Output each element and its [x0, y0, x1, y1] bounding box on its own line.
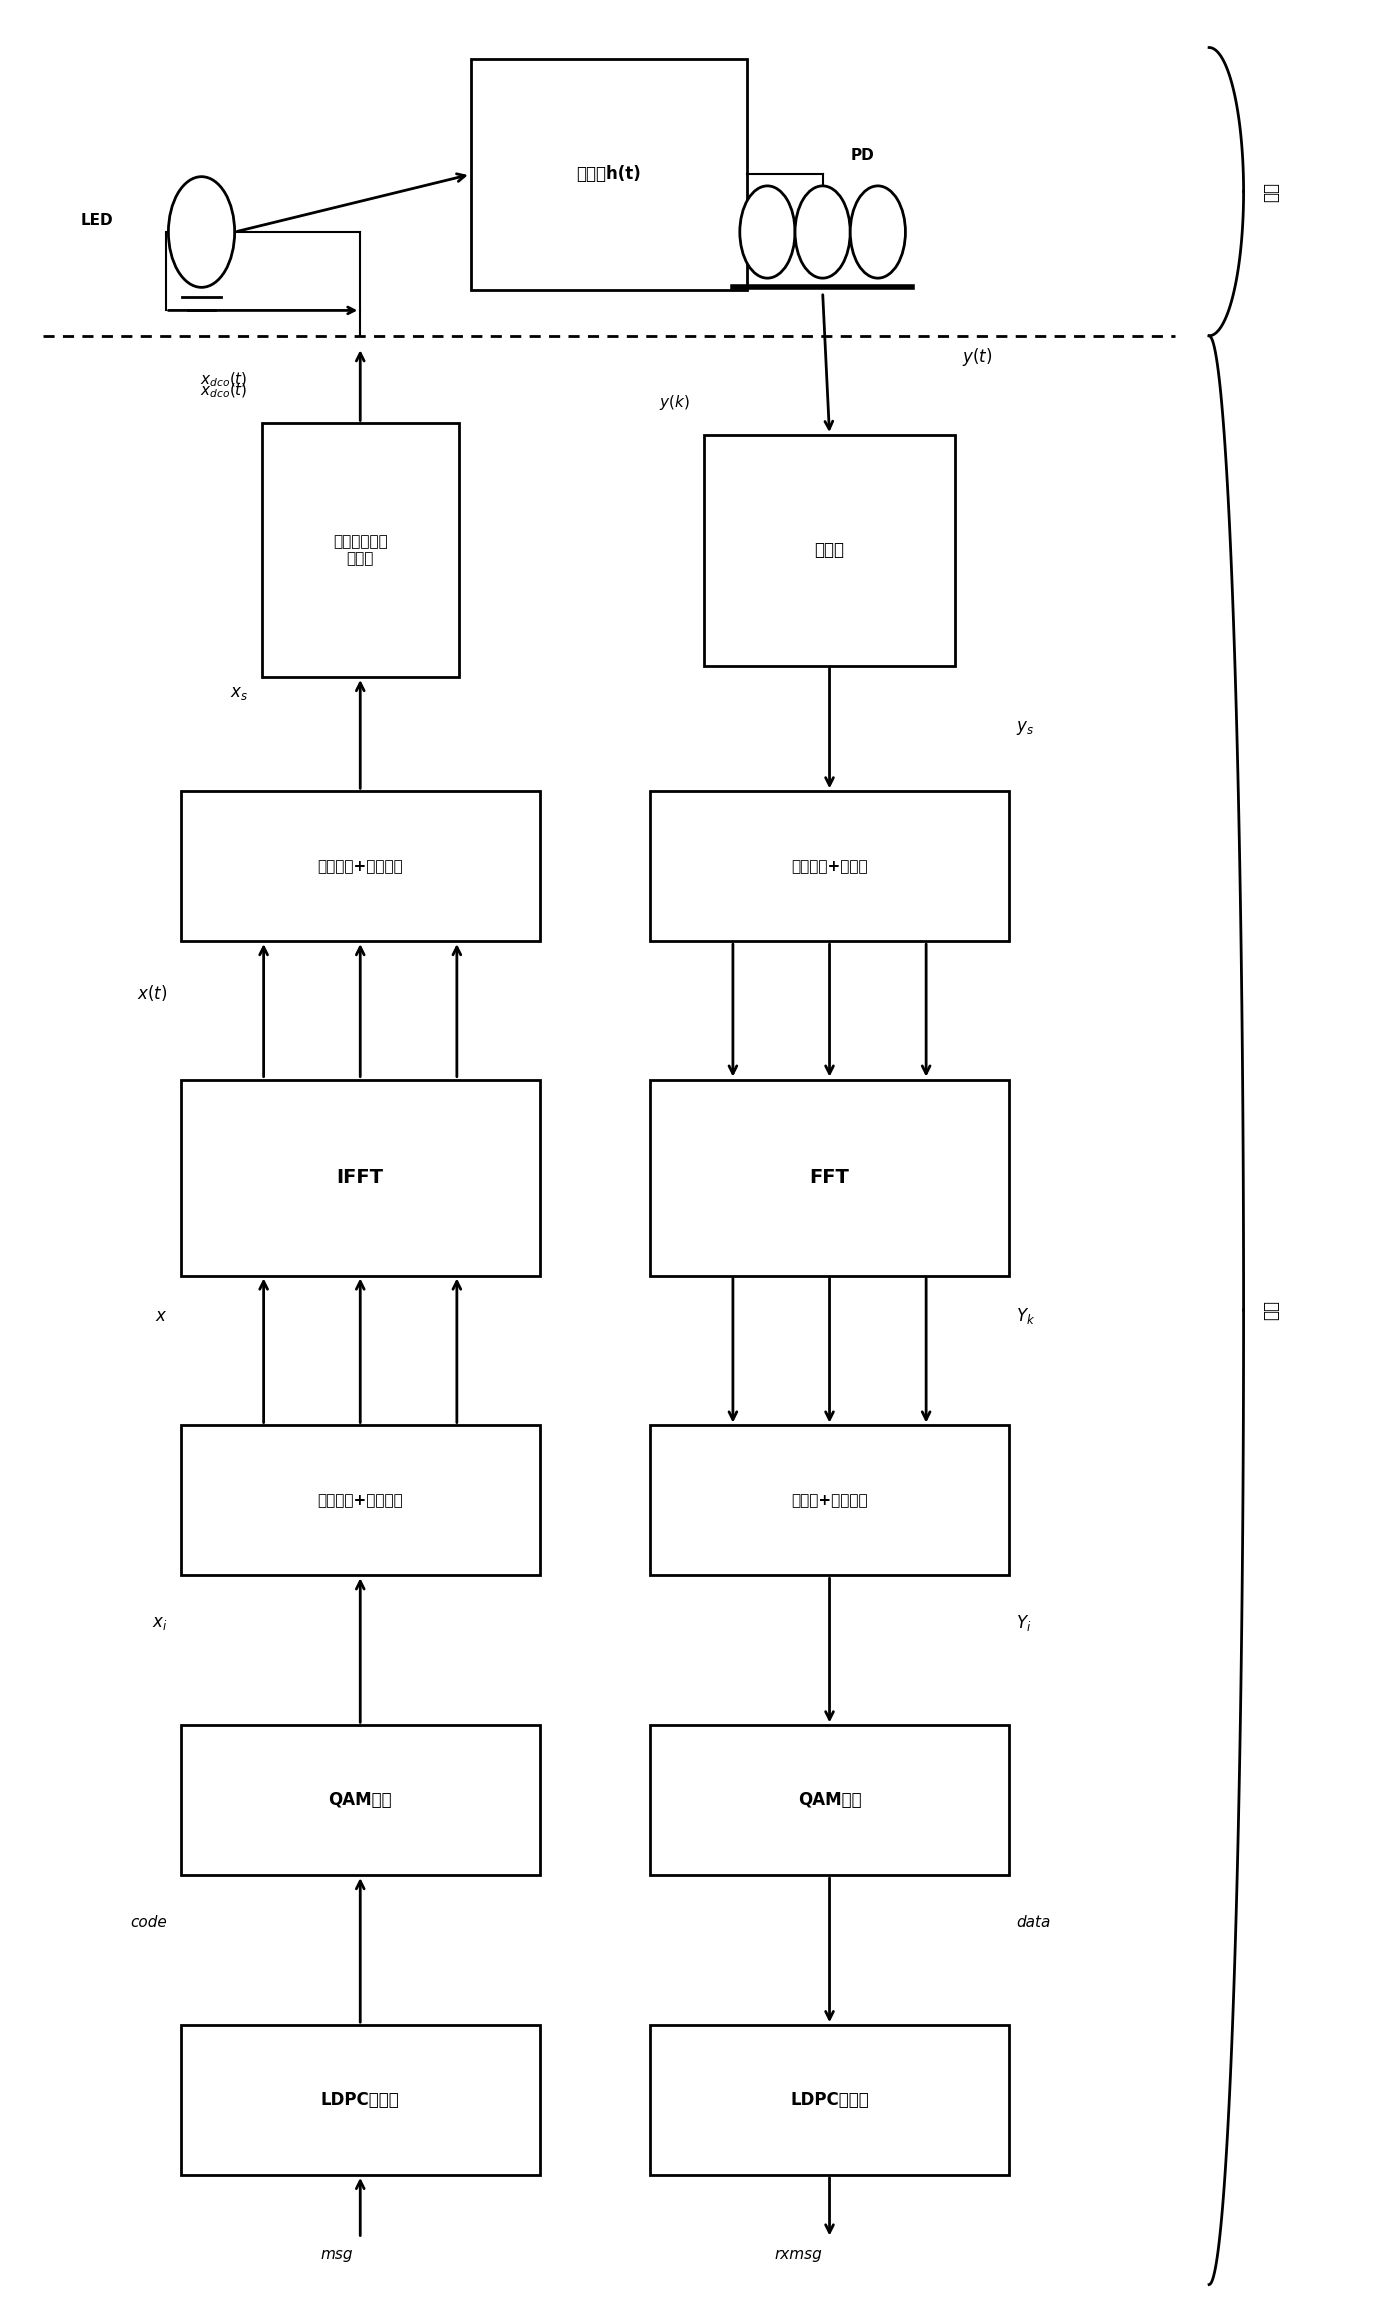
Text: 光域: 光域: [1263, 182, 1281, 201]
Text: $Y_k$: $Y_k$: [1017, 1307, 1034, 1325]
Text: QAM解调: QAM解调: [798, 1792, 862, 1810]
Text: data: data: [1017, 1914, 1050, 1930]
Text: IFFT: IFFT: [336, 1168, 383, 1187]
Text: FFT: FFT: [809, 1168, 849, 1187]
Text: $y(k)$: $y(k)$: [660, 393, 690, 411]
Text: 前导数据+共轭装置: 前导数据+共轭装置: [317, 1494, 402, 1508]
Circle shape: [169, 178, 235, 286]
Bar: [650, 1725, 1010, 1875]
Text: 添加直流偏置
下削波: 添加直流偏置 下削波: [333, 533, 387, 566]
Text: $y(t)$: $y(t)$: [963, 346, 993, 367]
Bar: [181, 1725, 539, 1875]
Bar: [181, 1425, 539, 1575]
Text: $y_s$: $y_s$: [1017, 720, 1034, 737]
Bar: [261, 423, 459, 677]
Text: $x$: $x$: [155, 1307, 167, 1325]
Circle shape: [740, 187, 795, 277]
Bar: [704, 434, 956, 665]
Text: 去直流: 去直流: [815, 540, 845, 559]
Bar: [181, 2025, 539, 2175]
Text: code: code: [130, 1914, 167, 1930]
Text: LDPC译码器: LDPC译码器: [790, 2092, 869, 2108]
Text: PD: PD: [851, 148, 874, 164]
Text: $Y_i$: $Y_i$: [1017, 1612, 1032, 1632]
Text: QAM调制: QAM调制: [328, 1792, 391, 1810]
Text: 共轭数据+循环前缀: 共轭数据+循环前缀: [317, 859, 402, 873]
Text: rxmsg: rxmsg: [774, 2247, 823, 2263]
Text: 均衡器+粗补数据: 均衡器+粗补数据: [791, 1494, 869, 1508]
Text: $x_s$: $x_s$: [230, 683, 248, 702]
Bar: [650, 1081, 1010, 1275]
Text: $x_{dco}(t)$: $x_{dco}(t)$: [201, 369, 248, 388]
Text: 光信道h(t): 光信道h(t): [577, 166, 642, 182]
Circle shape: [795, 187, 851, 277]
Text: 去粗数据+均衡器: 去粗数据+均衡器: [791, 859, 869, 873]
Text: $x(t)$: $x(t)$: [137, 984, 167, 1002]
Text: 电域: 电域: [1263, 1300, 1281, 1321]
Bar: [650, 792, 1010, 942]
Bar: [650, 2025, 1010, 2175]
Text: msg: msg: [321, 2247, 353, 2263]
Circle shape: [851, 187, 906, 277]
Text: $x_{dco}(t)$: $x_{dco}(t)$: [201, 381, 248, 399]
Bar: [181, 1081, 539, 1275]
Text: LED: LED: [80, 212, 113, 229]
Bar: [650, 1425, 1010, 1575]
Bar: [470, 60, 747, 289]
Text: LDPC编码器: LDPC编码器: [321, 2092, 400, 2108]
Bar: [181, 792, 539, 942]
Text: $x_i$: $x_i$: [152, 1614, 167, 1632]
